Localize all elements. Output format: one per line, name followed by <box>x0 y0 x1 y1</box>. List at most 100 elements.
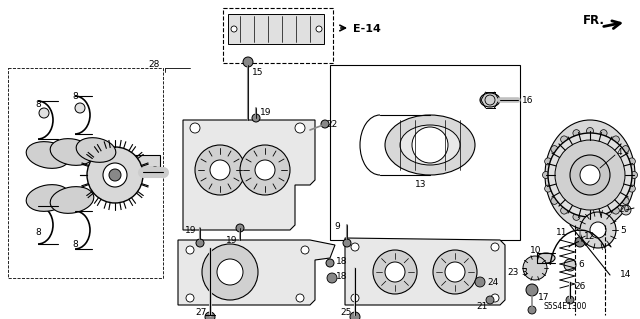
Text: 19: 19 <box>185 226 196 235</box>
Text: 5: 5 <box>620 226 626 235</box>
Circle shape <box>523 256 547 280</box>
Circle shape <box>255 160 275 180</box>
Circle shape <box>350 312 360 319</box>
Text: 11: 11 <box>556 228 568 237</box>
Circle shape <box>600 213 607 220</box>
Circle shape <box>586 216 593 222</box>
Circle shape <box>600 130 607 137</box>
Text: 9: 9 <box>334 222 340 231</box>
Circle shape <box>630 172 637 179</box>
Circle shape <box>545 185 552 192</box>
Text: 23: 23 <box>507 268 518 277</box>
Ellipse shape <box>385 115 475 175</box>
Circle shape <box>628 158 636 165</box>
Polygon shape <box>178 240 335 305</box>
Text: 4: 4 <box>617 148 623 157</box>
Circle shape <box>586 128 593 135</box>
Circle shape <box>580 165 600 185</box>
Circle shape <box>205 312 215 319</box>
Ellipse shape <box>480 93 500 107</box>
Text: 8: 8 <box>35 228 41 237</box>
Bar <box>95 170 140 178</box>
Circle shape <box>231 26 237 32</box>
Circle shape <box>545 158 552 165</box>
Ellipse shape <box>26 185 70 211</box>
Text: 18: 18 <box>336 272 348 281</box>
Bar <box>8 68 163 278</box>
Text: 19: 19 <box>260 108 271 117</box>
Circle shape <box>573 213 580 220</box>
Circle shape <box>373 250 417 294</box>
Text: 24: 24 <box>487 278 499 287</box>
Text: 10: 10 <box>530 246 541 255</box>
Circle shape <box>196 239 204 247</box>
Circle shape <box>39 108 49 118</box>
Circle shape <box>343 239 351 247</box>
Circle shape <box>445 262 465 282</box>
Circle shape <box>243 57 253 67</box>
Circle shape <box>526 284 538 296</box>
Circle shape <box>327 273 337 283</box>
Text: 28: 28 <box>148 60 159 69</box>
Ellipse shape <box>400 125 460 165</box>
Text: 8: 8 <box>72 92 77 101</box>
Circle shape <box>186 246 194 254</box>
Text: 17: 17 <box>538 293 550 302</box>
Circle shape <box>561 207 568 214</box>
Circle shape <box>573 130 580 137</box>
Text: 13: 13 <box>415 180 426 189</box>
Text: 16: 16 <box>522 96 534 105</box>
Bar <box>95 155 160 167</box>
Text: 25: 25 <box>340 308 351 317</box>
Circle shape <box>351 243 359 251</box>
Circle shape <box>561 136 568 143</box>
Circle shape <box>590 222 606 238</box>
Ellipse shape <box>50 139 94 165</box>
Bar <box>330 65 520 240</box>
Circle shape <box>548 133 632 217</box>
Circle shape <box>190 123 200 133</box>
Circle shape <box>301 246 309 254</box>
Circle shape <box>491 243 499 251</box>
Text: 15: 15 <box>252 68 264 77</box>
Polygon shape <box>183 120 315 230</box>
Circle shape <box>217 259 243 285</box>
Bar <box>228 14 324 44</box>
Circle shape <box>433 250 477 294</box>
Text: 18: 18 <box>336 257 348 266</box>
Circle shape <box>150 167 160 177</box>
Circle shape <box>575 237 585 247</box>
Circle shape <box>202 244 258 300</box>
Circle shape <box>87 147 143 203</box>
Circle shape <box>555 140 625 210</box>
Ellipse shape <box>76 138 116 162</box>
Circle shape <box>321 120 329 128</box>
Circle shape <box>351 294 359 302</box>
Circle shape <box>570 155 610 195</box>
Circle shape <box>295 123 305 133</box>
Circle shape <box>195 145 245 195</box>
Text: FR.: FR. <box>583 14 605 27</box>
Circle shape <box>412 127 448 163</box>
Circle shape <box>210 160 230 180</box>
Circle shape <box>75 103 85 113</box>
Circle shape <box>240 145 290 195</box>
Circle shape <box>580 212 616 248</box>
Circle shape <box>486 296 494 304</box>
Text: 26: 26 <box>574 282 586 291</box>
Circle shape <box>566 296 574 304</box>
Ellipse shape <box>537 253 555 263</box>
Circle shape <box>543 172 550 179</box>
Text: 8: 8 <box>35 100 41 109</box>
Circle shape <box>612 207 620 214</box>
Text: 12: 12 <box>584 232 595 241</box>
Circle shape <box>564 259 576 271</box>
Circle shape <box>528 306 536 314</box>
Circle shape <box>326 259 334 267</box>
Text: 27: 27 <box>195 308 206 317</box>
Polygon shape <box>345 238 505 305</box>
Text: E-14: E-14 <box>353 24 381 34</box>
Circle shape <box>491 294 499 302</box>
Ellipse shape <box>50 187 94 213</box>
Circle shape <box>103 163 127 187</box>
